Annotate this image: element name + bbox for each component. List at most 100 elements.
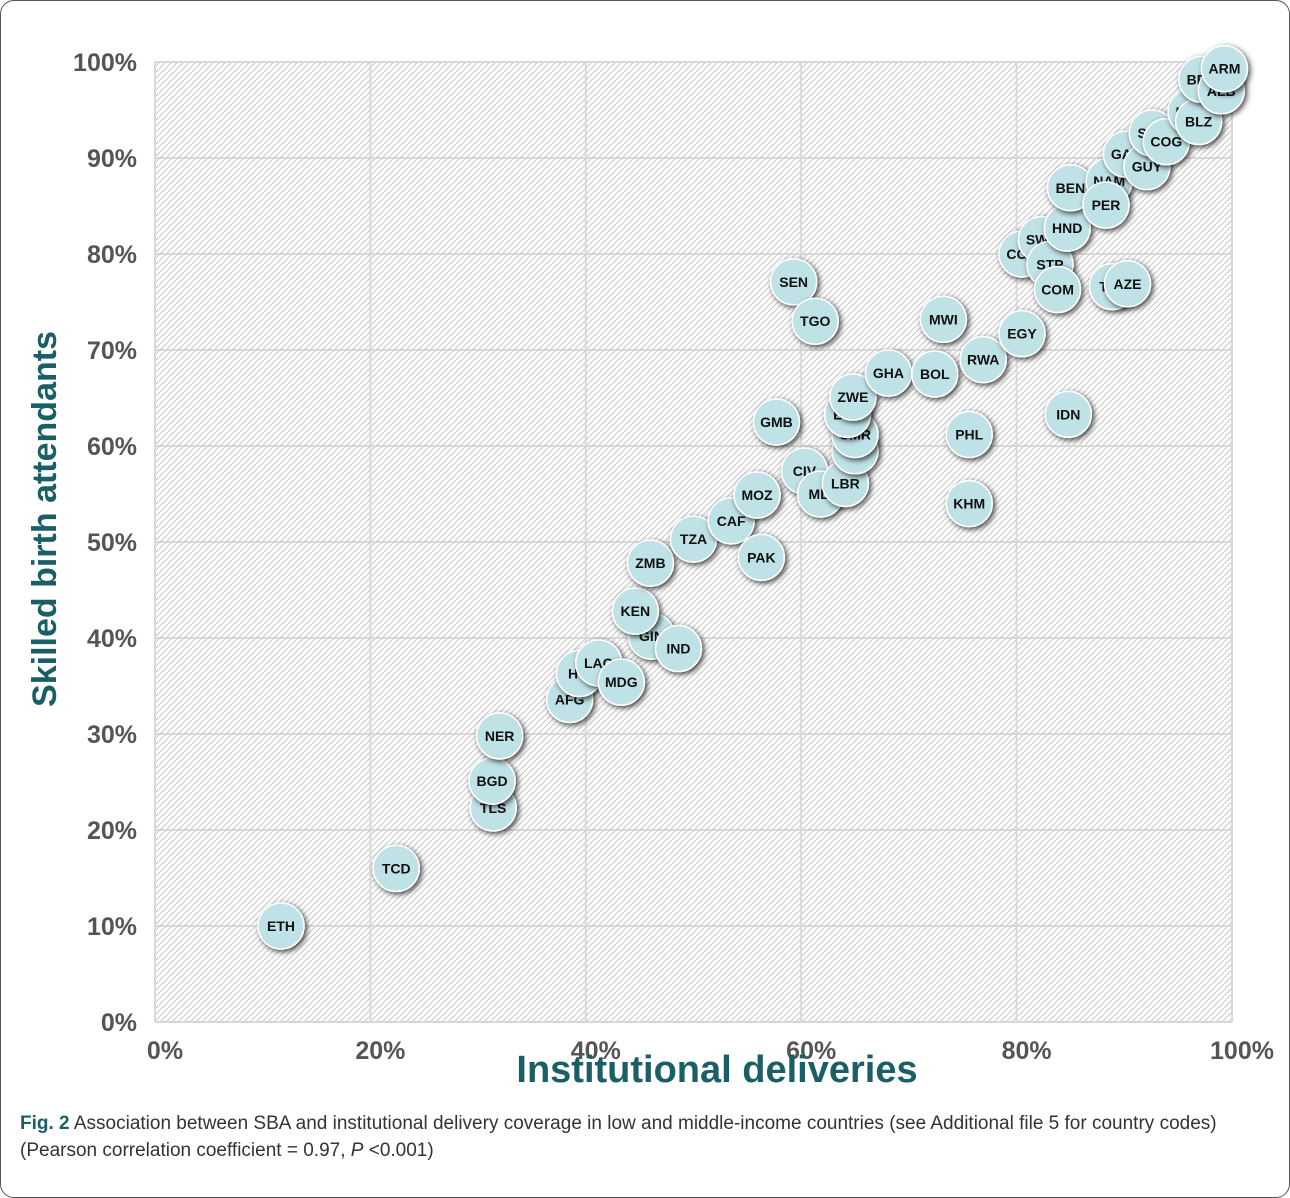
point-marker: [752, 398, 801, 446]
data-point: MDG: [597, 658, 646, 706]
data-point: PER: [1082, 181, 1130, 229]
point-label: HND: [1052, 220, 1082, 236]
data-point: MOZ: [733, 471, 781, 519]
data-points: ETHTCDTLSBGDNERAFGHTILAOMDGGININDKENZMBT…: [257, 44, 1249, 950]
point-marker: [998, 309, 1046, 358]
data-point: TZA: [669, 515, 718, 563]
point-label: LBR: [831, 475, 860, 491]
data-point: BGD: [468, 757, 516, 805]
y-tick-label: 40%: [87, 625, 137, 653]
point-marker: [919, 295, 968, 344]
data-point: TGO: [791, 297, 839, 345]
point-label: BGD: [477, 773, 508, 789]
y-tick-label: 90%: [87, 145, 137, 173]
x-axis-title: Institutional deliveries: [516, 1049, 917, 1091]
point-marker: [654, 624, 703, 673]
data-point: HND: [1043, 204, 1091, 252]
y-tick-label: 0%: [101, 1009, 137, 1037]
point-label: TGO: [800, 313, 830, 329]
point-label: CAF: [717, 513, 746, 529]
y-tick-label: 70%: [87, 337, 137, 365]
point-marker: [959, 335, 1007, 384]
caption-text-end: <0.001): [363, 1140, 434, 1161]
point-marker: [1103, 260, 1152, 308]
y-tick-label: 50%: [87, 529, 137, 557]
point-label: PAK: [747, 549, 776, 565]
point-label: COM: [1041, 282, 1074, 298]
point-label: MOZ: [741, 487, 773, 503]
data-point: NER: [475, 712, 524, 760]
point-marker: [1082, 181, 1130, 229]
y-tick-label: 30%: [87, 721, 137, 749]
point-label: ZWE: [837, 389, 868, 405]
point-label: MDG: [605, 674, 638, 690]
y-tick-label: 20%: [87, 817, 137, 845]
caption-text: Association between SBA and institutiona…: [20, 1113, 1217, 1161]
figure-caption: Fig. 2 Association between SBA and insti…: [20, 1110, 1270, 1164]
point-label: MWI: [929, 311, 958, 327]
point-label: ZMB: [635, 555, 665, 571]
point-marker: [597, 658, 646, 706]
y-tick-label: 100%: [73, 49, 137, 77]
y-axis-title: Skilled birth attendants: [26, 331, 64, 707]
data-point: TCD: [372, 844, 420, 893]
point-marker: [945, 410, 993, 459]
point-label: BOL: [920, 366, 950, 382]
point-marker: [829, 373, 877, 421]
point-marker: [910, 350, 959, 398]
y-tick-label: 60%: [87, 433, 137, 461]
point-label: PHL: [955, 426, 983, 442]
point-label: KHM: [953, 496, 985, 512]
y-tick-label: 80%: [87, 241, 137, 269]
point-label: PER: [1092, 197, 1121, 213]
x-tick-label: 20%: [355, 1037, 405, 1065]
point-label: SEN: [779, 274, 808, 290]
data-point: IDN: [1044, 390, 1093, 439]
point-label: RWA: [967, 352, 999, 368]
point-label: BLZ: [1185, 114, 1213, 130]
x-tick-label: 0%: [147, 1037, 183, 1065]
data-point: COM: [1033, 265, 1082, 314]
point-marker: [257, 902, 305, 950]
point-marker: [611, 587, 660, 635]
point-marker: [372, 844, 420, 893]
figure-label: Fig. 2: [20, 1113, 70, 1134]
point-label: ARM: [1209, 61, 1241, 77]
data-point: GMB: [752, 398, 801, 446]
data-point: ETH: [257, 902, 305, 950]
y-tick-label: 10%: [87, 913, 137, 941]
data-point: ARM: [1200, 44, 1249, 93]
point-marker: [791, 297, 839, 345]
point-label: BEN: [1056, 180, 1086, 196]
point-label: COG: [1150, 134, 1182, 150]
data-point: AZE: [1103, 260, 1152, 308]
point-label: EGY: [1007, 326, 1037, 342]
data-point: EGY: [998, 309, 1046, 358]
data-point: BOL: [910, 350, 959, 398]
data-point: IND: [654, 624, 703, 673]
point-label: TCD: [382, 860, 411, 876]
data-point: PAK: [737, 533, 786, 582]
point-marker: [1044, 390, 1093, 439]
data-point: KHM: [945, 479, 993, 528]
data-point: SEN: [769, 258, 818, 306]
point-label: KEN: [621, 603, 651, 619]
scatter-chart: 0% 10% 20% 30% 40% 50% 60% 70% 80% 90% 100% 0% 20% 4…: [26, 44, 1274, 1091]
point-label: IND: [666, 641, 690, 657]
point-marker: [737, 533, 786, 582]
point-label: GMB: [760, 414, 793, 430]
point-marker: [475, 712, 524, 760]
point-label: GUY: [1132, 159, 1163, 175]
point-marker: [1200, 44, 1249, 93]
point-marker: [769, 258, 818, 306]
x-tick-label: 100%: [1210, 1037, 1274, 1065]
caption-p-symbol: P: [350, 1140, 364, 1161]
point-marker: [945, 479, 993, 528]
x-axis-ticks: 0% 20% 40% 60% 80% 100%: [147, 1037, 1274, 1065]
point-label: AZE: [1114, 276, 1142, 292]
point-label: NER: [485, 728, 515, 744]
data-point: PHL: [945, 410, 993, 459]
point-label: TZA: [680, 531, 707, 547]
point-label: GHA: [873, 365, 904, 381]
data-point: KEN: [611, 587, 660, 635]
